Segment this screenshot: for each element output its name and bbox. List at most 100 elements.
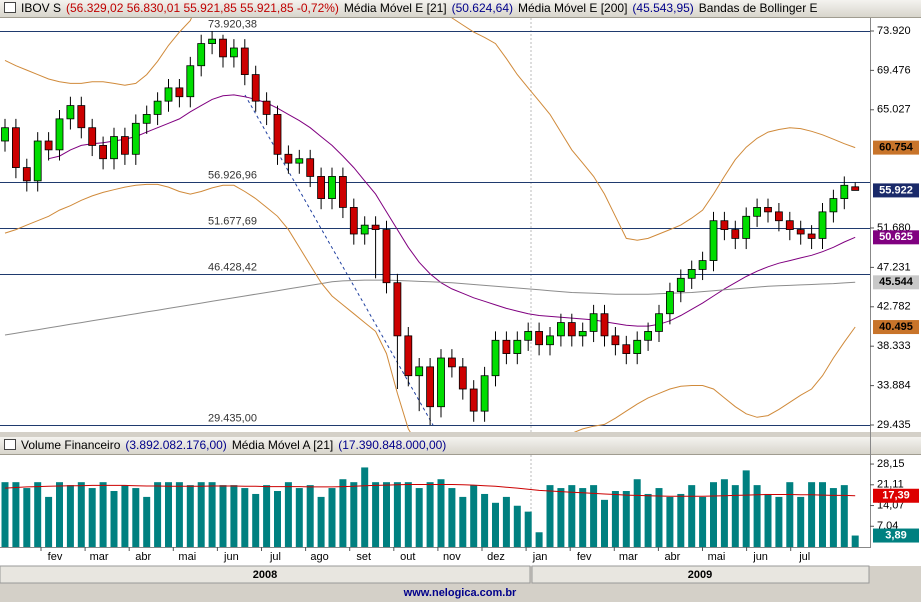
candle-body — [491, 339, 500, 377]
volume-bar — [797, 496, 805, 547]
volume-bar — [186, 485, 194, 547]
candle-body — [687, 269, 696, 279]
candle-body — [404, 335, 413, 377]
title: Volume Financeiro — [21, 438, 121, 452]
legend-value: (45.543,95) — [632, 1, 694, 15]
volume-bar — [252, 493, 260, 547]
panel-icon[interactable] — [4, 439, 16, 450]
volume-bar — [590, 485, 598, 547]
volume-bar — [154, 482, 162, 547]
y-tick-label: 7,04 — [877, 520, 898, 532]
volume-panel — [0, 455, 921, 548]
volume-bar — [742, 470, 750, 547]
x-tick-label: jan — [532, 551, 548, 563]
volume-bar — [775, 496, 783, 547]
x-tick-label: fev — [48, 551, 63, 563]
volume-bar — [23, 488, 31, 547]
volume-bar — [328, 488, 336, 547]
volume-bar — [764, 493, 772, 547]
ohlc-values: (56.329,02 56.830,01 55.921,85 55.921,85… — [66, 1, 339, 15]
volume-bar — [317, 496, 325, 547]
volume-bar — [393, 482, 401, 547]
end-label-box — [873, 140, 919, 155]
candle-body — [33, 140, 42, 182]
y-tick-label: 21,11 — [877, 479, 904, 491]
candle-body — [600, 313, 609, 337]
candle-body — [502, 339, 511, 354]
volume-bar — [448, 488, 456, 547]
y-tick-label: 51.680 — [877, 222, 911, 234]
end-label: 45.544 — [879, 276, 914, 288]
line-series — [4, 279, 856, 336]
volume-bar — [77, 482, 85, 547]
axes: 73.920 69.476 65.027 51.680 47.231 42.782 38.3… — [40, 25, 919, 581]
candle-body — [175, 87, 184, 98]
x-tick-label: abr — [135, 551, 151, 563]
x-tick-label: nov — [443, 551, 461, 563]
volume-bar — [437, 479, 445, 547]
month-row — [0, 548, 921, 566]
candle-body — [186, 65, 195, 98]
y-tick-label: 73.920 — [877, 25, 911, 37]
candle-body — [535, 331, 543, 346]
end-label-box — [873, 320, 919, 335]
volume-bar — [753, 485, 761, 547]
level-label: 51.677,69 — [208, 215, 257, 227]
volume-bar — [110, 491, 118, 547]
volume-bar — [415, 488, 423, 547]
y-tick-label: 65.027 — [877, 104, 911, 116]
candle-body — [360, 224, 369, 235]
volume-bar — [513, 505, 521, 547]
volume-bar — [219, 485, 227, 547]
price-panel — [0, 18, 921, 432]
volume-bar — [840, 485, 848, 547]
candle-body — [578, 331, 587, 337]
volume-bar — [568, 485, 576, 547]
x-tick-label: mar — [90, 551, 109, 563]
volume-bar — [786, 482, 794, 547]
volume-bar — [284, 482, 292, 547]
candle-body — [306, 158, 315, 177]
candle-body — [655, 313, 663, 332]
candle-body — [753, 207, 761, 217]
x-tick-label: ago — [310, 551, 328, 563]
volume-bar — [524, 511, 532, 547]
volume-bar — [535, 532, 543, 547]
panel-icon[interactable] — [4, 2, 16, 13]
candle-body — [775, 211, 783, 222]
volume-bar — [644, 493, 652, 547]
volume-bar — [143, 496, 151, 547]
volume-bar — [492, 502, 499, 547]
year-label: 2009 — [688, 569, 712, 581]
level-label: 46.428,42 — [208, 261, 257, 273]
x-tick-label: dez — [487, 551, 505, 563]
volume-bar — [66, 485, 74, 547]
candle-body — [731, 229, 740, 239]
candle-body — [557, 322, 565, 337]
volume-bar — [655, 488, 663, 547]
candle-body — [317, 176, 326, 199]
candle-body — [273, 114, 282, 155]
candle-body — [393, 282, 402, 337]
volume-bar — [56, 482, 63, 547]
legend-name: Média Móvel E [200] — [518, 1, 628, 15]
candle-body — [437, 357, 445, 408]
candle-body — [764, 207, 772, 213]
volume-bar — [481, 493, 489, 547]
volume-bar — [165, 482, 172, 547]
candle-body — [66, 105, 75, 120]
y-tick-label: 14,07 — [877, 499, 905, 511]
line-series — [4, 18, 856, 241]
volume-plot — [1, 467, 859, 547]
end-label: 40.495 — [879, 321, 913, 333]
line-series — [48, 94, 856, 327]
end-label-box — [873, 230, 919, 245]
volume-bar — [175, 482, 183, 547]
level-label: 73.920,38 — [208, 18, 257, 30]
volume-bar — [731, 485, 739, 547]
candle-body — [219, 38, 227, 58]
year-label: 2008 — [253, 569, 277, 581]
legend-name: Média Móvel E [21] — [343, 1, 447, 15]
candle-body — [644, 331, 652, 341]
candle-body — [77, 105, 86, 129]
